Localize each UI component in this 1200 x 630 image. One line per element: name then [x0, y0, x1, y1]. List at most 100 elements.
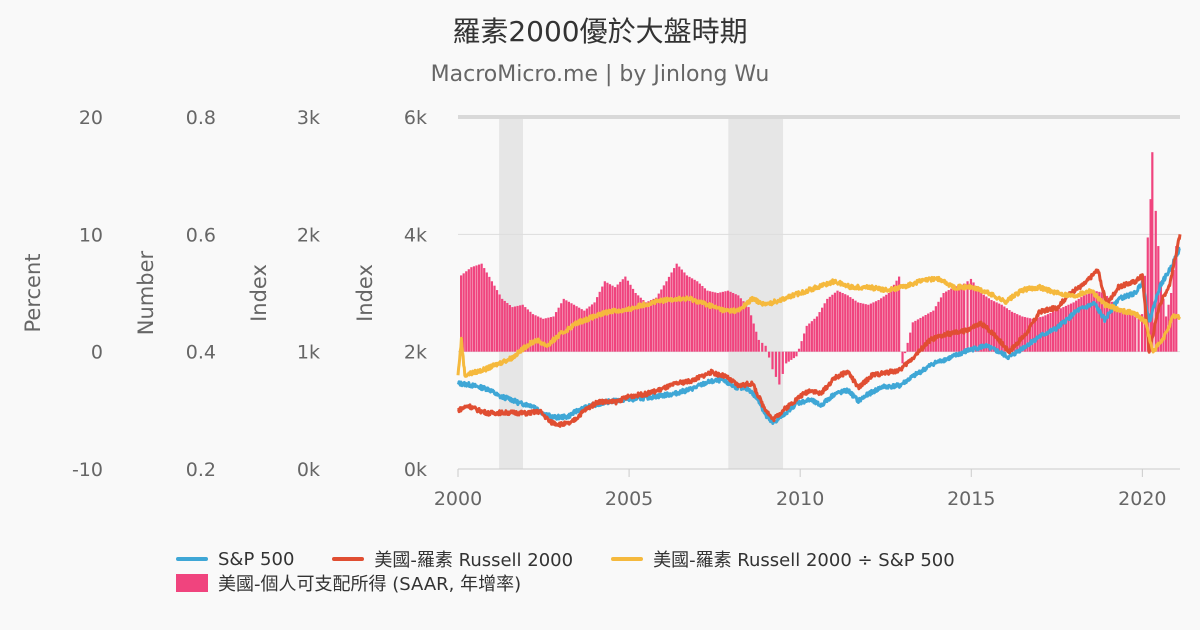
- income-bar: [1069, 303, 1073, 352]
- income-bar: [655, 297, 658, 352]
- income-bar: [472, 266, 476, 352]
- income-bar: [972, 282, 975, 352]
- income-bar: [1172, 269, 1175, 352]
- income-bar: [667, 276, 671, 352]
- y-tick-label-percent-2: 10: [79, 224, 103, 246]
- income-bar: [698, 283, 701, 352]
- income-bar: [719, 292, 722, 352]
- income-bar: [757, 339, 760, 352]
- income-bar: [1175, 246, 1178, 352]
- y-tick-label-index_b-2: 4k: [404, 224, 427, 246]
- income-bar: [995, 302, 998, 352]
- income-bar: [742, 301, 745, 352]
- income-bar: [872, 302, 875, 352]
- y-tick-label-index_a-0: 0k: [297, 459, 320, 481]
- income-bar: [601, 286, 604, 352]
- income-bar: [521, 304, 524, 352]
- income-bar: [833, 292, 837, 352]
- income-bar: [506, 302, 509, 352]
- income-bar: [877, 300, 880, 352]
- income-bar: [690, 278, 694, 352]
- income-bar: [732, 293, 735, 352]
- income-bar: [575, 306, 578, 352]
- legend-label-sp500: S&P 500: [218, 548, 295, 570]
- income-bar: [838, 291, 842, 352]
- legend-swatch-sp500: [176, 557, 208, 561]
- income-bar: [747, 307, 750, 352]
- income-bar: [524, 307, 527, 352]
- income-bar: [1062, 307, 1065, 352]
- income-bar: [859, 302, 862, 352]
- y-tick-label-percent-0: -10: [72, 459, 103, 481]
- income-bar: [841, 293, 844, 352]
- income-bar: [916, 319, 920, 352]
- income-bar: [874, 301, 878, 352]
- income-bar: [947, 290, 950, 352]
- income-bar: [693, 279, 696, 352]
- y-tick-label-index_a-3: 3k: [297, 107, 320, 129]
- income-bar: [470, 267, 473, 352]
- income-bar: [1018, 315, 1021, 352]
- income-bar: [1131, 315, 1134, 352]
- income-bar: [826, 298, 829, 352]
- income-bar: [892, 284, 896, 352]
- income-bar: [1162, 298, 1165, 352]
- income-bar: [460, 275, 463, 352]
- income-bar: [724, 291, 727, 352]
- income-bar: [554, 312, 558, 352]
- legend-item-sp500[interactable]: S&P 500: [176, 549, 294, 570]
- income-bar: [675, 263, 678, 352]
- income-bar: [929, 312, 932, 352]
- income-bar: [1064, 305, 1068, 352]
- income-bar: [1128, 314, 1132, 352]
- income-bar: [1034, 318, 1037, 352]
- income-bar: [511, 307, 514, 352]
- y-tick-label-number-3: 0.8: [186, 107, 216, 129]
- income-bar: [1093, 290, 1096, 352]
- income-bar: [631, 288, 635, 352]
- income-bar: [781, 351, 784, 374]
- income-bar: [1137, 315, 1140, 352]
- income-bar: [716, 293, 719, 352]
- income-bar: [963, 283, 966, 352]
- income-bar: [578, 307, 581, 352]
- income-bar: [977, 289, 980, 352]
- income-bar: [688, 276, 691, 352]
- income-bar: [1098, 291, 1101, 352]
- income-bar: [755, 331, 758, 352]
- income-bar: [792, 351, 795, 359]
- income-bar: [771, 351, 774, 370]
- income-bar: [585, 308, 588, 352]
- income-bar: [1016, 314, 1019, 352]
- income-bar: [714, 292, 717, 352]
- income-bar: [495, 290, 499, 352]
- legend-item-ratio[interactable]: 美國-羅素 Russell 2000 ÷ S&P 500: [611, 546, 955, 572]
- income-bar: [1159, 281, 1162, 352]
- y-axis-title-percent: Percent: [21, 253, 45, 332]
- y-axis-title-number: Number: [134, 250, 158, 335]
- income-bar: [904, 351, 907, 354]
- income-bar: [960, 284, 963, 352]
- income-bar: [851, 298, 855, 352]
- income-bar: [864, 304, 867, 352]
- income-bar: [490, 281, 494, 352]
- income-bar: [921, 316, 925, 352]
- legend-item-disposable-income[interactable]: 美國-個人可支配所得 (SAAR, 年增率): [176, 570, 521, 596]
- income-bar: [531, 314, 535, 352]
- y-tick-label-number-1: 0.4: [186, 342, 216, 364]
- income-bar: [790, 351, 793, 360]
- income-bar: [1113, 304, 1116, 352]
- income-bar: [1021, 316, 1024, 352]
- line-series-russell2000: [457, 234, 1182, 428]
- income-bar: [557, 307, 560, 352]
- income-bar: [552, 316, 555, 352]
- income-bar: [985, 296, 988, 352]
- income-bar: [493, 285, 496, 352]
- income-bar: [909, 332, 912, 352]
- legend-item-russell2000[interactable]: 美國-羅素 Russell 2000: [332, 546, 573, 572]
- income-bar: [534, 315, 537, 352]
- income-bar: [706, 290, 709, 352]
- income-bar: [562, 298, 565, 352]
- income-bar: [885, 294, 888, 352]
- y-tick-label-index_b-1: 2k: [404, 342, 427, 364]
